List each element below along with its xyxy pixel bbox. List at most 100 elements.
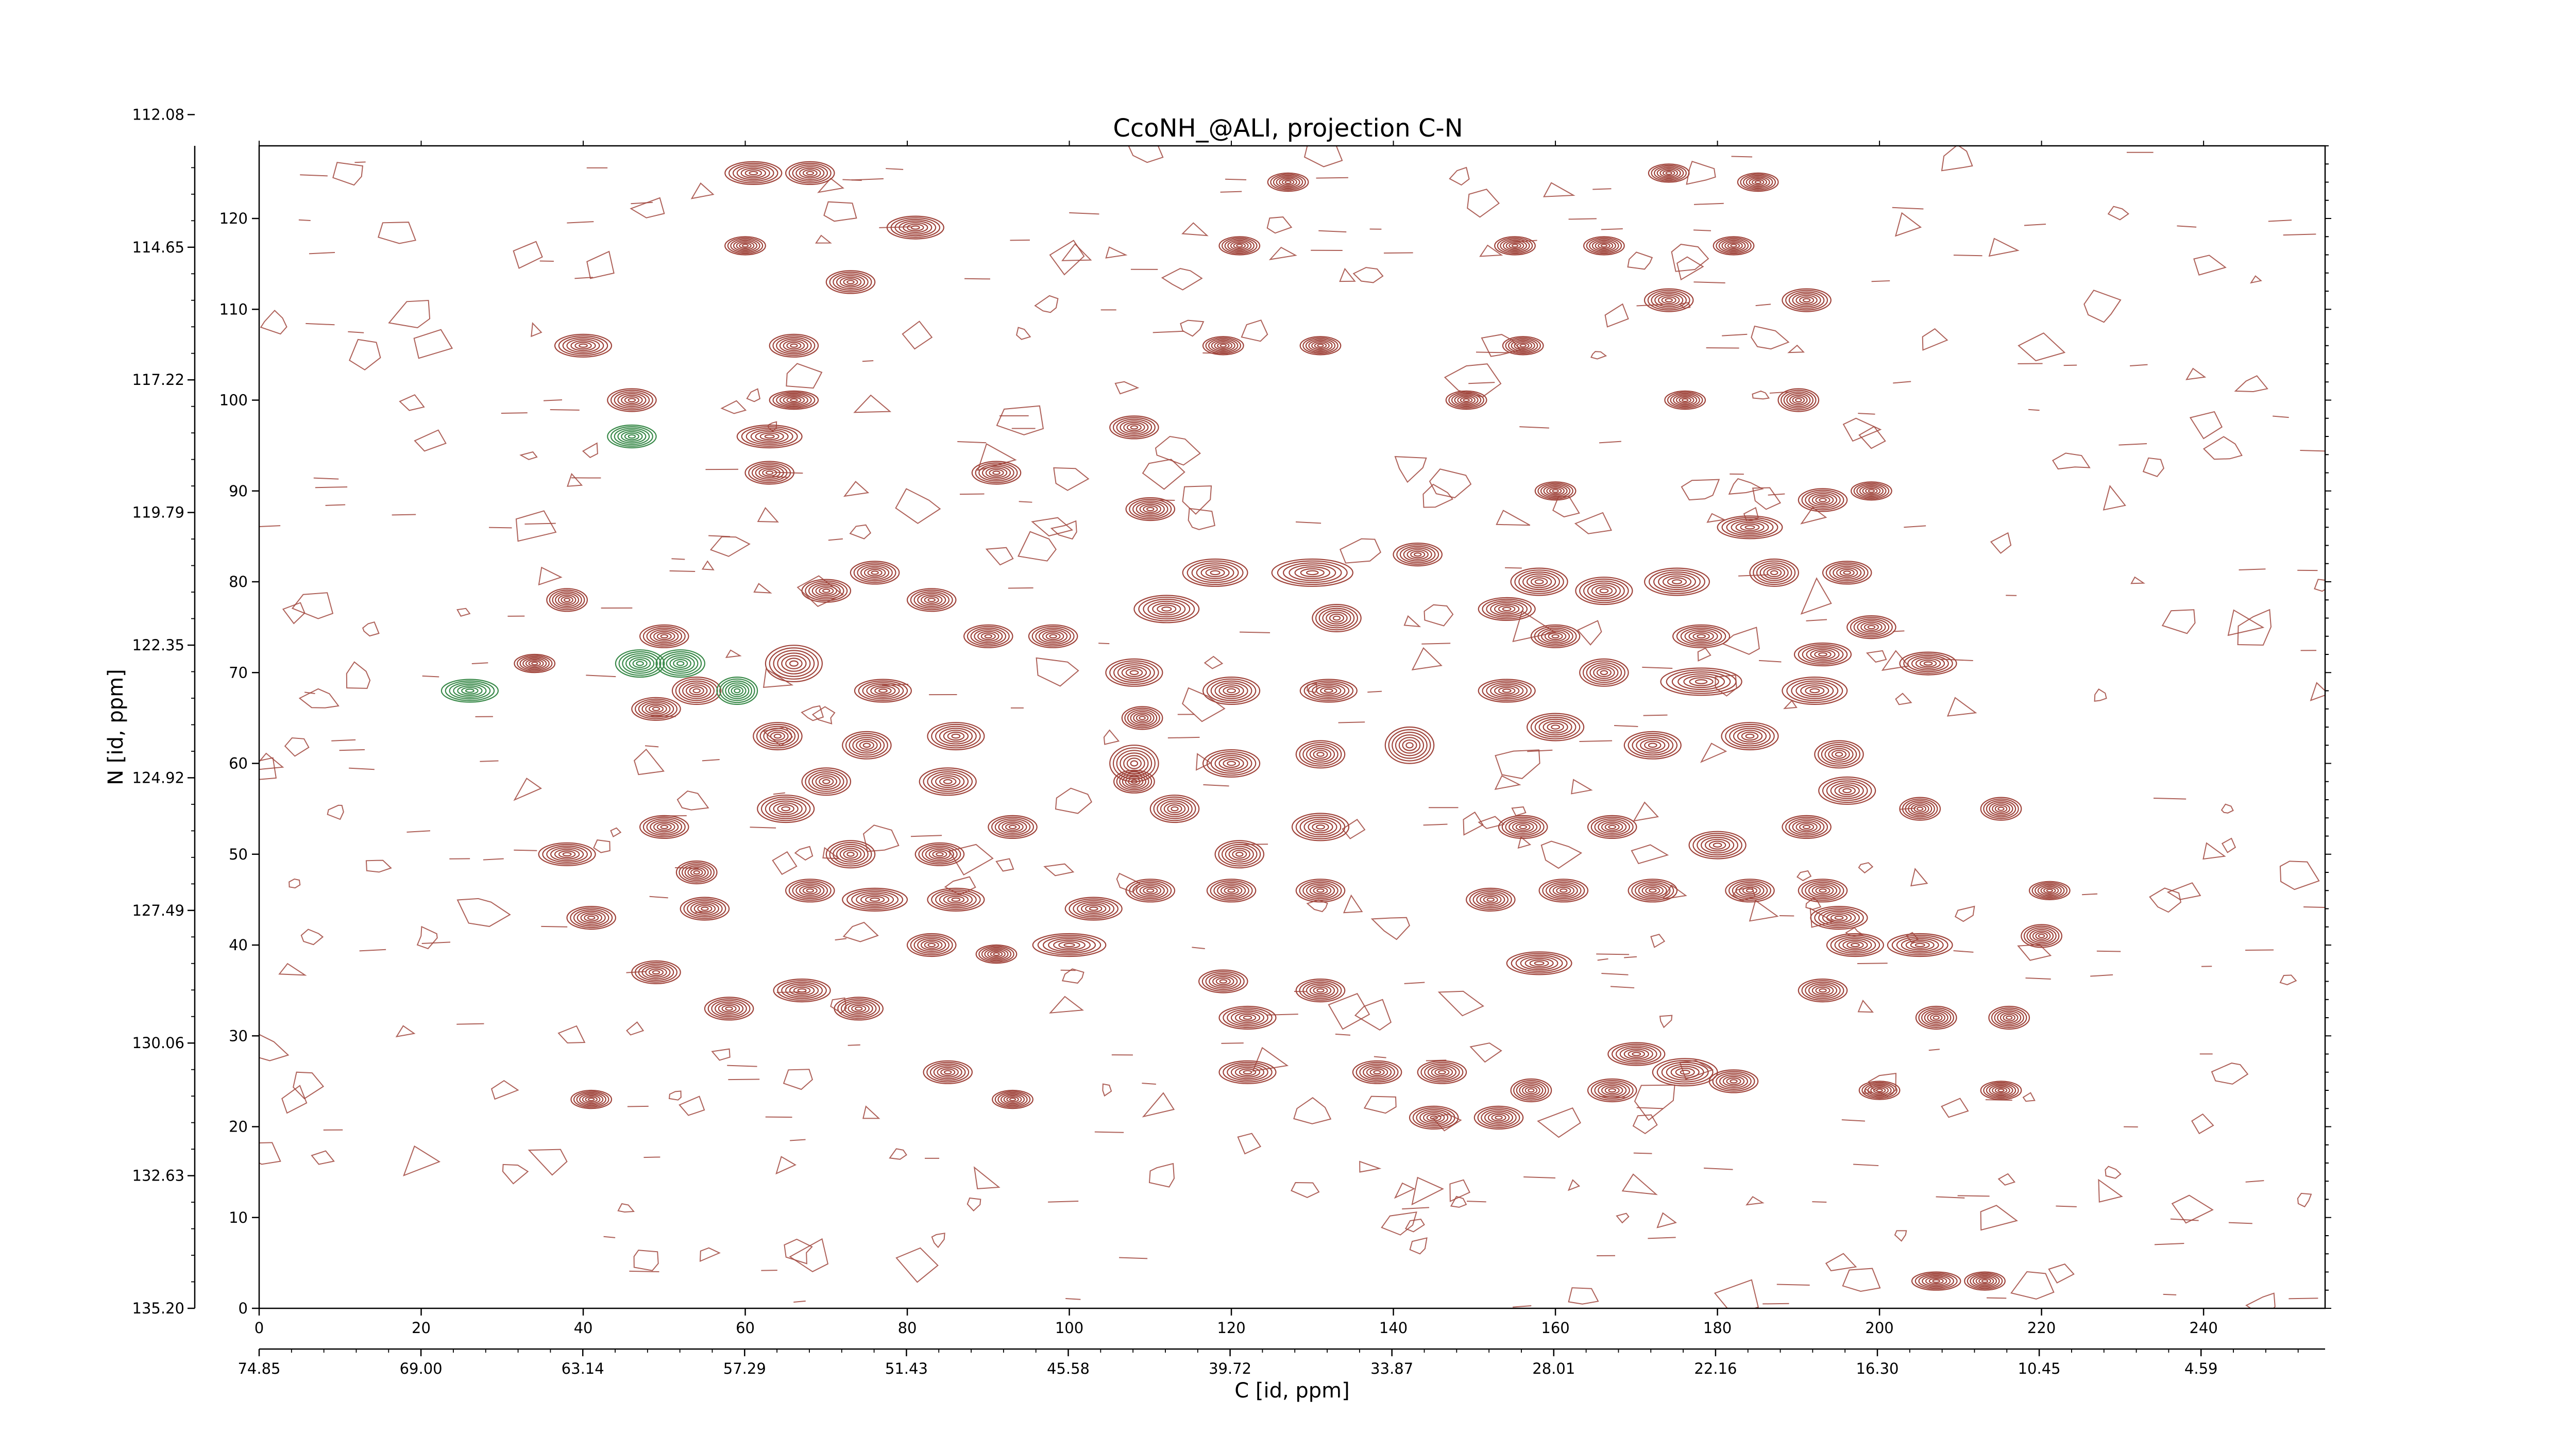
peak-contour-level: [1651, 291, 1687, 309]
peak-75: [1506, 951, 1572, 975]
peak-contour-level: [1623, 731, 1682, 760]
peak-128: [631, 960, 681, 985]
peak-contour-level: [739, 242, 752, 249]
peak-contour-level: [777, 804, 794, 814]
peak-contour-level: [1649, 888, 1657, 893]
peak-contour-level: [1519, 1083, 1544, 1098]
peak-contour-level: [1243, 1070, 1252, 1074]
peak-contour-level: [1227, 240, 1252, 252]
peak-contour-level: [1211, 340, 1235, 352]
peak-contour-level: [1047, 938, 1091, 952]
peak-contour-level: [1506, 951, 1572, 975]
peak-contour-level: [933, 1065, 962, 1080]
peak-contour-level: [628, 434, 636, 439]
peak-contour-level: [1607, 1042, 1666, 1066]
peak-contour-level: [1717, 515, 1783, 540]
peak-contour-level: [1819, 988, 1827, 993]
peak-contour-level: [514, 653, 556, 673]
peak-3: [886, 215, 944, 240]
peak-contour-level: [1556, 886, 1571, 895]
peak-contour-level: [1230, 1010, 1265, 1025]
peak-contour-level: [1476, 892, 1505, 907]
peak-contour-level: [1756, 562, 1792, 583]
peak-contour-level: [690, 901, 720, 916]
peak-contour-level: [610, 426, 653, 447]
peak-contour-level: [1983, 798, 2019, 819]
peak-contour-level: [1786, 393, 1811, 408]
peak-contour-level: [628, 398, 636, 402]
peak-contour-level: [1667, 577, 1687, 586]
peak-contour-level: [675, 860, 718, 885]
peak-contour-level: [648, 705, 664, 713]
peak-contour-level: [1206, 678, 1257, 703]
peak-contour-level: [759, 432, 779, 441]
peak-contour-level: [920, 939, 943, 951]
peak-contour-level: [1722, 1075, 1745, 1087]
peak-contour-level: [1133, 712, 1152, 723]
peak-37: [1295, 978, 1346, 1003]
peak-contour-level: [866, 683, 900, 698]
peak-contour-level: [1726, 1077, 1741, 1085]
peak-contour-level: [751, 464, 788, 482]
peak-contour-level: [1214, 755, 1248, 772]
peak-contour-level: [1641, 885, 1664, 896]
peak-contour-level: [634, 698, 677, 719]
peak-contour-level: [1105, 658, 1163, 687]
peak-contour-level: [1628, 1050, 1646, 1058]
peak-contour-level: [618, 651, 662, 676]
peak-contour-level: [1658, 573, 1697, 591]
peak-contour-level: [1689, 677, 1714, 686]
peak-contour-level: [1665, 171, 1672, 175]
peak-contour-level: [1810, 649, 1836, 660]
peak-contour-level: [1152, 602, 1181, 616]
peak-contour-level: [829, 842, 872, 867]
peak-contour-level: [1309, 885, 1332, 896]
peak-contour-level: [1899, 797, 1941, 821]
peak-contour-level: [1524, 957, 1554, 969]
peak-contour-level: [1312, 683, 1346, 698]
peak-contour-level: [1042, 936, 1096, 954]
peak-contour-level: [682, 682, 711, 699]
peak-contour-level: [989, 469, 1004, 477]
peak-19: [1312, 603, 1362, 632]
peak-contour-level: [741, 426, 798, 447]
contour-peaks: [259, 146, 2325, 1308]
peak-contour-level: [1519, 824, 1527, 830]
peak-contour-level: [795, 166, 825, 180]
peak-contour-level: [869, 897, 880, 902]
peak-contour-level: [1486, 600, 1528, 618]
peak-contour-level: [1494, 685, 1520, 696]
peak-contour-level: [1644, 567, 1710, 596]
peak-contour-level: [1223, 1062, 1273, 1083]
peak-contour-level: [1309, 748, 1332, 761]
peak-contour-level: [928, 849, 951, 860]
peak-contour-level: [653, 631, 675, 642]
y-ppm-tick-label: 114.65: [132, 239, 184, 256]
peak-contour-level: [1911, 1271, 1961, 1291]
peak-73: [1798, 879, 1848, 903]
peak-contour-level: [1811, 985, 1834, 996]
peak-42: [1473, 1105, 1524, 1130]
peak-contour-level: [1653, 571, 1701, 592]
peak-contour-level: [1735, 521, 1765, 533]
peak-contour-level: [890, 217, 941, 238]
peak-contour-level: [1590, 816, 1634, 837]
peak-contour-level: [634, 962, 677, 983]
peak-contour-level: [1649, 569, 1706, 594]
peak-contour-level: [1922, 1275, 1951, 1287]
peak-28: [1149, 795, 1200, 823]
peak-107: [440, 679, 499, 703]
peak-contour-level: [1515, 954, 1563, 972]
peak-contour-level: [786, 397, 802, 403]
peak-contour-level: [1312, 603, 1362, 632]
x-index-tick-label: 80: [898, 1319, 917, 1337]
peak-contour-level: [573, 909, 609, 926]
peak-contour-level: [648, 968, 664, 976]
peak-contour-level: [1666, 1064, 1704, 1081]
peak-contour-level: [650, 820, 679, 834]
peak-contour-level: [457, 685, 483, 696]
peak-31: [1125, 879, 1176, 903]
peak-53: [1793, 642, 1852, 667]
peak-contour-level: [811, 583, 841, 598]
peak-contour-level: [777, 652, 811, 675]
